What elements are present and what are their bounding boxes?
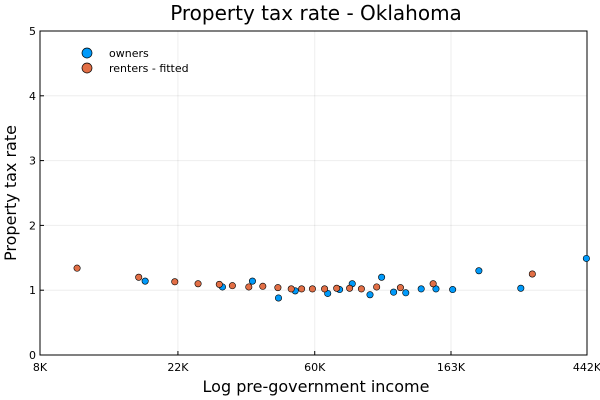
x-tick-label: 442K [573, 361, 600, 374]
x-axis-label: Log pre-government income [203, 377, 430, 396]
y-tick-label: 1 [29, 284, 36, 297]
x-tick-label: 22K [167, 361, 189, 374]
x-tick-label: 60K [304, 361, 326, 374]
point-owners [141, 277, 149, 285]
point-owners [449, 286, 457, 294]
legend-label-renters-fitted: renters - fitted [109, 62, 189, 75]
point-renters-fitted [274, 284, 282, 292]
point-renters-fitted [259, 282, 267, 290]
point-owners [475, 267, 483, 275]
point-renters-fitted [215, 280, 223, 288]
point-renters-fitted [528, 270, 536, 278]
point-renters-fitted [194, 280, 202, 288]
point-owners [402, 289, 410, 297]
point-renters-fitted [357, 285, 365, 293]
point-renters-fitted [228, 282, 236, 290]
point-renters-fitted [373, 283, 381, 291]
point-renters-fitted [171, 278, 179, 286]
point-owners [248, 277, 256, 285]
point-owners [517, 284, 525, 292]
point-renters-fitted [298, 285, 306, 293]
chart-title: Property tax rate - Oklahoma [170, 1, 462, 25]
point-renters-fitted [396, 284, 404, 292]
y-tick-label: 3 [29, 155, 36, 168]
legend-marker-owners [81, 47, 93, 59]
plot-frame [39, 30, 588, 356]
point-owners [274, 294, 282, 302]
point-owners [417, 285, 425, 293]
point-owners [390, 288, 398, 296]
legend: owners renters - fitted [81, 47, 189, 75]
point-owners [582, 254, 590, 262]
point-renters-fitted [333, 284, 341, 292]
x-tick-label: 163K [437, 361, 466, 374]
legend-label-owners: owners [109, 47, 149, 60]
point-renters-fitted [346, 284, 354, 292]
point-layer [73, 254, 590, 302]
point-renters-fitted [73, 264, 81, 272]
y-tick-label: 0 [29, 349, 36, 362]
y-tick-label: 5 [29, 25, 36, 38]
grid-layer [39, 30, 588, 356]
point-renters-fitted [321, 285, 329, 293]
y-tick-label: 2 [29, 219, 36, 232]
point-renters-fitted [287, 285, 295, 293]
point-owners [366, 291, 374, 299]
point-renters-fitted [245, 283, 253, 291]
y-axis-label: Property tax rate [1, 125, 20, 261]
point-owners [378, 273, 386, 281]
point-renters-fitted [308, 285, 316, 293]
point-renters-fitted [429, 280, 437, 288]
legend-marker-renters-fitted [81, 62, 93, 74]
x-tick-label: 8K [33, 361, 48, 374]
point-renters-fitted [135, 273, 143, 281]
tick-layer: 8K 22K 60K 163K 442K 0 1 2 3 4 5 [29, 25, 600, 374]
y-tick-label: 4 [29, 90, 36, 103]
